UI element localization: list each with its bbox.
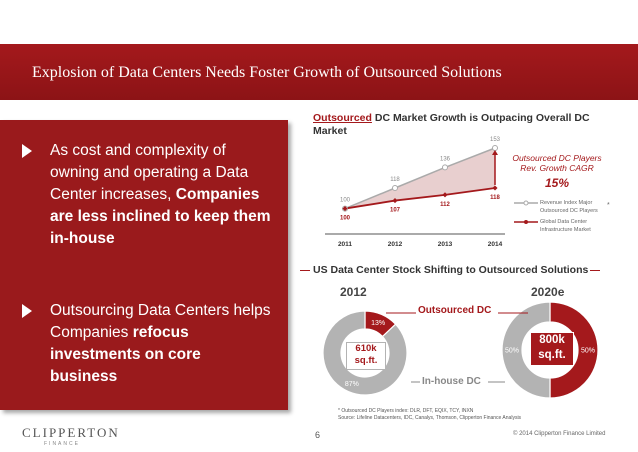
bullet-2-bold: refocus investments on core business xyxy=(50,324,201,385)
clipperton-logo-sub: FINANCE xyxy=(44,441,80,447)
data-label-revenue-index: 136 xyxy=(440,156,451,162)
donut-slice-inhouse xyxy=(501,301,551,399)
outsourced-dc-label: Outsourced DC xyxy=(418,305,492,316)
inhouse-dc-label: In-house DC xyxy=(422,376,481,387)
data-point-dc-market xyxy=(492,185,498,191)
title-banner xyxy=(0,44,638,100)
donut-slice-label: 50% xyxy=(505,348,519,355)
footnote: * Outsourced DC Players index: DLR, DFT,… xyxy=(338,408,521,422)
data-label-revenue-index: 153 xyxy=(490,137,501,143)
legend-marker-dc-market xyxy=(524,220,528,224)
page-number: 6 xyxy=(315,430,321,440)
growth-chart-title-rest: DC Market Growth is Outpacing Overall DC… xyxy=(313,112,590,137)
bullet-panel xyxy=(0,120,288,410)
bullet-1-text: As cost and complexity of owning and ope… xyxy=(50,142,249,203)
x-tick-label: 2012 xyxy=(388,241,403,248)
data-point-revenue-index xyxy=(442,164,448,171)
data-point-revenue-index xyxy=(392,185,398,191)
donut-section-title: US Data Center Stock Shifting to Outsour… xyxy=(313,264,589,276)
growth-chart-title: Outsourced DC Market Growth is Outpacing… xyxy=(313,112,613,138)
data-label-dc-market: 107 xyxy=(390,208,401,214)
donut-2020e-center: 800k sq.ft. xyxy=(530,332,574,366)
donut-2020e-year: 2020e xyxy=(531,285,565,299)
donut-slice-outsourced xyxy=(549,301,599,399)
copyright: © 2014 Clipperton Finance Limited xyxy=(513,431,606,437)
cagr-arrow-head xyxy=(492,150,498,155)
donut-slice-inhouse xyxy=(322,310,408,396)
bullet-2: Outsourcing Data Centers helps Companies… xyxy=(22,300,272,388)
data-label-dc-market: 118 xyxy=(490,195,500,201)
legend-label-dc-market: Global Data Center Infrastructure Market xyxy=(540,219,591,233)
data-point-dc-market xyxy=(442,192,448,198)
bullet-1: As cost and complexity of owning and ope… xyxy=(22,140,272,250)
data-point-dc-market xyxy=(342,206,348,212)
legend-marker-revenue-index xyxy=(523,200,529,206)
cagr-value: 15% xyxy=(544,176,570,190)
data-label-dc-market: 112 xyxy=(440,202,450,208)
cagr-label: Outsourced DC Players Rev. Growth CAGR xyxy=(512,153,602,173)
section-divider-right xyxy=(590,270,600,271)
bullet-arrow-icon xyxy=(22,304,32,318)
legend-label-revenue-index: Revenue Index Major Outsourced DC Player… xyxy=(540,200,598,214)
footnote-line-1: * Outsourced DC Players index: DLR, DFT,… xyxy=(338,408,474,414)
bullet-2-text: Outsourcing Data Centers helps Companies xyxy=(50,302,271,341)
donut-slice-label: 87% xyxy=(345,381,359,388)
x-tick-label: 2014 xyxy=(488,241,503,248)
donut-slice-label: 13% xyxy=(371,320,385,327)
x-tick-label: 2011 xyxy=(338,241,352,248)
donut-2012-center: 610k sq.ft. xyxy=(346,342,386,370)
x-tick-label: 2013 xyxy=(438,241,453,248)
slide-title: Explosion of Data Centers Needs Foster G… xyxy=(32,64,502,81)
bullet-arrow-icon xyxy=(22,144,32,158)
clipperton-logo: CLIPPERTON xyxy=(22,425,120,440)
data-point-dc-market xyxy=(392,198,398,204)
growth-chart-title-highlight: Outsourced xyxy=(313,112,372,124)
footnote-line-2: Source: Lifeline Datacenters, IDC, Canal… xyxy=(338,415,522,421)
series-line-revenue-index xyxy=(344,147,496,210)
data-label-revenue-index: 118 xyxy=(390,177,400,183)
growth-legend-swatches xyxy=(514,200,538,224)
donut-slice-label: 50% xyxy=(581,348,595,355)
legend-footnote-mark: * xyxy=(607,202,610,209)
bullet-1-bold: Companies are less inclined to keep them… xyxy=(50,186,271,247)
data-label-dc-market: 100 xyxy=(340,216,351,222)
data-label-revenue-index: 100 xyxy=(340,198,351,204)
series-line-dc-market xyxy=(344,187,496,210)
section-divider-left xyxy=(300,270,310,271)
donut-2012-year: 2012 xyxy=(340,285,367,299)
